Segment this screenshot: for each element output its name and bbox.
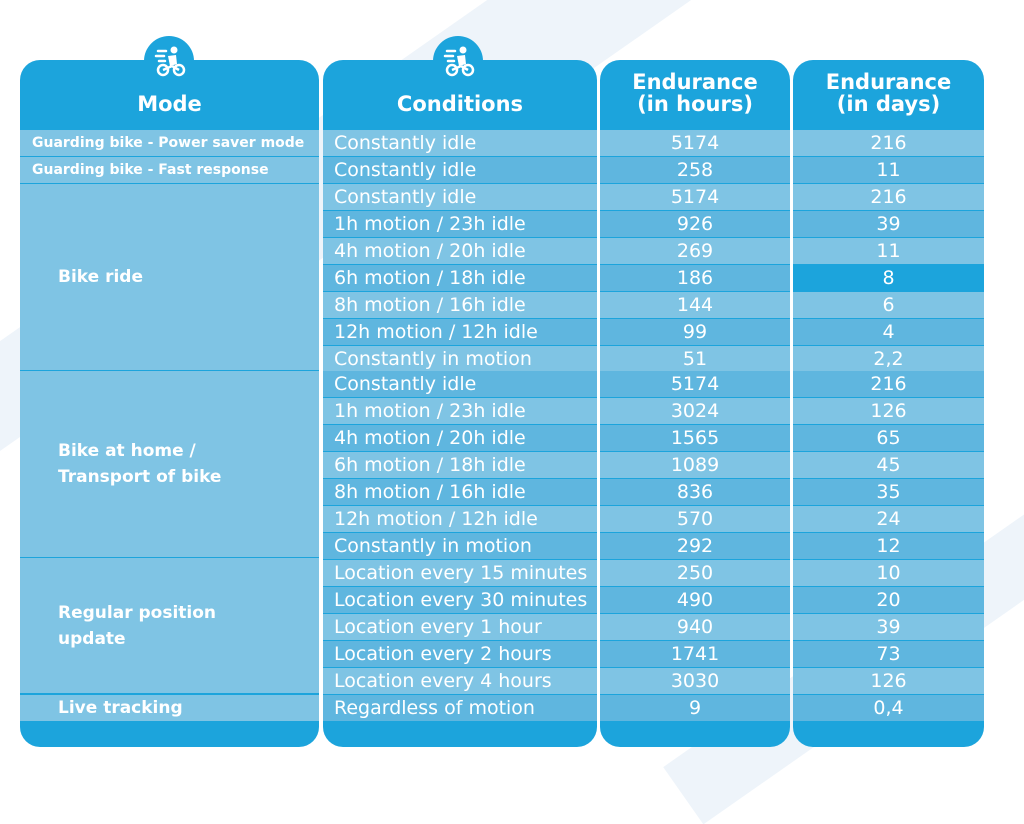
endurance-hours-cell: 5174 [600, 184, 790, 210]
endurance-days-cell: 10 [793, 560, 984, 586]
header-endurance-hours-title: Endurance [632, 70, 758, 94]
mode-header-icon-bubble [144, 36, 194, 86]
mode-cell: Bike at home / Transport of bike [20, 371, 319, 557]
mode-label: Live tracking [58, 698, 183, 718]
endurance-hours-cell: 144 [600, 292, 790, 318]
mode-label: Regular position update [58, 600, 216, 652]
condition-cell: 12h motion / 12h idle [323, 506, 597, 532]
condition-cell: Location every 2 hours [323, 641, 597, 667]
header-mode: Mode [137, 92, 202, 116]
endurance-days-cell: 39 [793, 211, 984, 237]
header-endurance-days-title: Endurance [825, 70, 952, 94]
conditions-header-icon-bubble [433, 36, 483, 86]
condition-cell: Constantly idle [323, 157, 597, 183]
endurance-days-cell: 35 [793, 479, 984, 505]
bike-rider-icon [443, 46, 475, 77]
condition-cell: Constantly in motion [323, 346, 597, 372]
mode-label: Bike at home / Transport of bike [58, 438, 221, 490]
endurance-days-cell: 6 [793, 292, 984, 318]
endurance-hours-cell: 99 [600, 319, 790, 345]
bike-rider-icon [154, 46, 186, 77]
endurance-days-cell: 12 [793, 533, 984, 559]
endurance-days-cell: 8 [793, 265, 984, 291]
endurance-hours-cell: 250 [600, 560, 790, 586]
endurance-hours-cell: 5174 [600, 371, 790, 397]
mode-label-line: Transport of bike [58, 467, 222, 487]
endurance-hours-cell: 1565 [600, 425, 790, 451]
condition-cell: 4h motion / 20h idle [323, 238, 597, 264]
endurance-days-cell: 216 [793, 130, 984, 156]
endurance-days-cell: 126 [793, 668, 984, 694]
header-endurance-hours: Endurance (in hours) [600, 72, 790, 115]
endurance-hours-cell: 1741 [600, 641, 790, 667]
mode-label-line: Bike at home / [58, 441, 196, 461]
endurance-days-cell: 216 [793, 184, 984, 210]
endurance-days-cell: 20 [793, 587, 984, 613]
endurance-days-cell: 2,2 [793, 346, 984, 372]
condition-cell: 6h motion / 18h idle [323, 452, 597, 478]
mode-cell: Guarding bike - Fast response [20, 157, 319, 183]
header-endurance-days-unit: (in days) [836, 92, 941, 116]
endurance-days-cell: 39 [793, 614, 984, 640]
mode-label-line: update [58, 628, 126, 649]
endurance-days-cell: 0,4 [793, 695, 984, 721]
endurance-hours-cell: 5174 [600, 130, 790, 156]
condition-cell: Location every 30 minutes [323, 587, 597, 613]
condition-cell: 8h motion / 16h idle [323, 479, 597, 505]
mode-cell: Bike ride [20, 184, 319, 370]
condition-cell: Regardless of motion [323, 695, 597, 721]
header-endurance-hours-unit: (in hours) [637, 92, 753, 116]
condition-cell: 6h motion / 18h idle [323, 265, 597, 291]
condition-cell: Location every 4 hours [323, 668, 597, 694]
condition-cell: Constantly idle [323, 130, 597, 156]
mode-cell: Guarding bike - Power saver mode [20, 130, 319, 156]
endurance-hours-cell: 3030 [600, 668, 790, 694]
endurance-hours-cell: 490 [600, 587, 790, 613]
condition-cell: Constantly idle [323, 371, 597, 397]
condition-cell: 4h motion / 20h idle [323, 425, 597, 451]
endurance-hours-cell: 292 [600, 533, 790, 559]
mode-cell: Regular position update [20, 558, 319, 693]
endurance-days-cell: 11 [793, 238, 984, 264]
mode-label: Bike ride [58, 267, 143, 287]
endurance-days-cell: 11 [793, 157, 984, 183]
endurance-days-cell: 73 [793, 641, 984, 667]
endurance-days-cell: 45 [793, 452, 984, 478]
header-endurance-days: Endurance (in days) [793, 72, 984, 115]
endurance-days-cell: 65 [793, 425, 984, 451]
endurance-hours-cell: 269 [600, 238, 790, 264]
endurance-days-cell: 24 [793, 506, 984, 532]
endurance-hours-cell: 570 [600, 506, 790, 532]
endurance-days-cell: 4 [793, 319, 984, 345]
endurance-hours-cell: 940 [600, 614, 790, 640]
endurance-hours-cell: 186 [600, 265, 790, 291]
condition-cell: Constantly in motion [323, 533, 597, 559]
endurance-hours-cell: 3024 [600, 398, 790, 424]
endurance-hours-cell: 9 [600, 695, 790, 721]
endurance-hours-cell: 51 [600, 346, 790, 372]
mode-label-line: Regular position [58, 602, 217, 623]
condition-cell: 8h motion / 16h idle [323, 292, 597, 318]
condition-cell: Constantly idle [323, 184, 597, 210]
condition-cell: Location every 1 hour [323, 614, 597, 640]
mode-cell: Live tracking [20, 695, 319, 721]
condition-cell: 12h motion / 12h idle [323, 319, 597, 345]
header-conditions: Conditions [396, 92, 524, 116]
condition-cell: 1h motion / 23h idle [323, 211, 597, 237]
endurance-hours-cell: 836 [600, 479, 790, 505]
endurance-days-cell: 126 [793, 398, 984, 424]
endurance-hours-cell: 1089 [600, 452, 790, 478]
endurance-hours-cell: 926 [600, 211, 790, 237]
endurance-days-cell: 216 [793, 371, 984, 397]
condition-cell: Location every 15 minutes [323, 560, 597, 586]
condition-cell: 1h motion / 23h idle [323, 398, 597, 424]
endurance-hours-cell: 258 [600, 157, 790, 183]
